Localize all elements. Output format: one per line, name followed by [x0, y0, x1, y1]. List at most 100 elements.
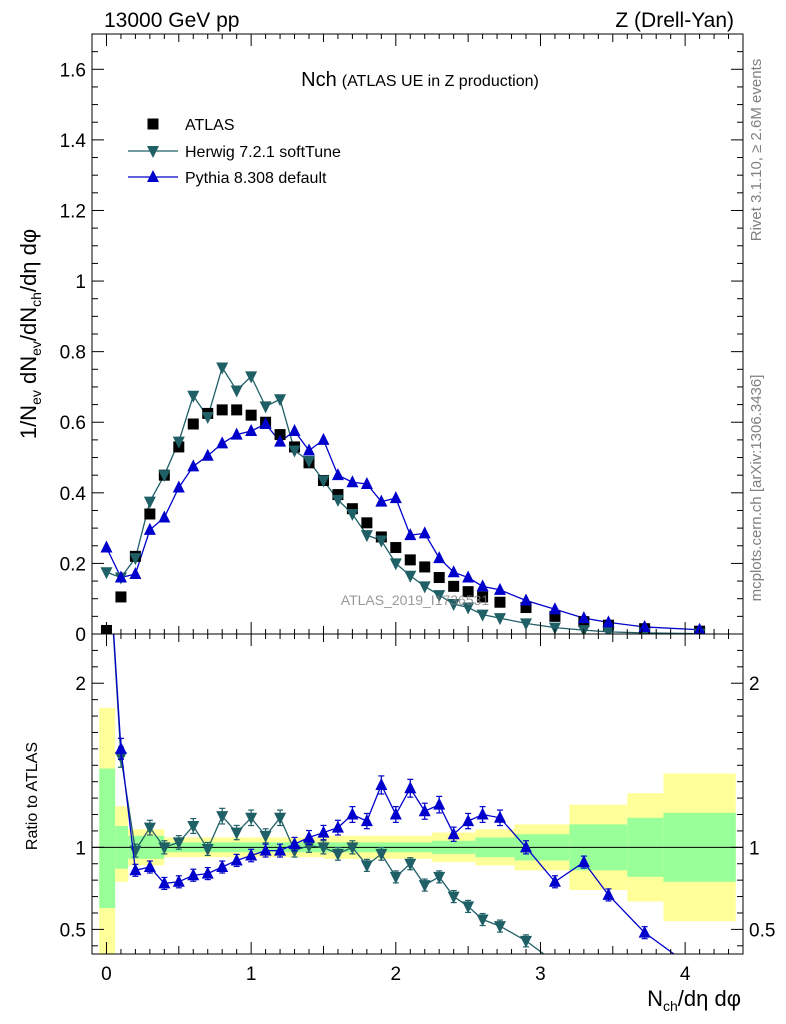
pythia-ratio-point: [602, 887, 615, 900]
pythia-point: [288, 424, 301, 437]
herwig-point: [303, 456, 315, 469]
plot-title-group: Nch (ATLAS UE in Z production): [301, 69, 539, 91]
pythia-ratio-point: [404, 781, 417, 794]
x-tick-label: 2: [391, 964, 402, 985]
pythia-point: [201, 448, 214, 461]
herwig-ratio-point: [404, 858, 417, 871]
header-left: 13000 GeV pp: [104, 9, 239, 32]
herwig-ratio-point: [216, 811, 229, 824]
pythia-point: [143, 522, 156, 535]
herwig-point: [389, 558, 402, 571]
x-tick-label: 0: [101, 964, 112, 985]
herwig-ratio-point: [493, 921, 506, 934]
pythia-ratio-point: [216, 860, 229, 873]
herwig-ratio-point: [172, 837, 185, 850]
atlas-point: [549, 610, 561, 622]
atlas-point: [274, 429, 286, 441]
herwig-point: [602, 626, 615, 634]
pythia-point: [259, 417, 272, 429]
pythia-ratio-point: [360, 814, 373, 827]
pythia-point: [476, 579, 489, 592]
pythia-ratio-point: [288, 837, 301, 850]
pythia-point: [172, 480, 185, 493]
pythia-ratio-point: [476, 807, 489, 820]
herwig-point: [187, 390, 200, 403]
herwig-ratio-point: [476, 914, 489, 927]
herwig-point: [548, 622, 561, 634]
legend-label-atlas: ATLAS: [185, 117, 235, 134]
pythia-ratio-point: [274, 843, 287, 856]
atlas-point: [433, 572, 445, 584]
plot-title: Nch: [301, 69, 337, 91]
analysis-watermark: ATLAS_2019_I1736531: [341, 592, 490, 608]
pythia-point: [317, 432, 330, 445]
herwig-point: [476, 609, 489, 622]
herwig-point: [462, 602, 475, 615]
pythia-point: [230, 427, 243, 440]
pythia-point: [602, 615, 615, 628]
pythia-ratio-point: [520, 840, 532, 853]
herwig-ratio-point: [158, 842, 171, 855]
herwig-ratio-point: [360, 860, 373, 873]
herwig-ratio-point: [303, 840, 315, 853]
pythia-point: [245, 424, 258, 437]
legend: ATLAS Herwig 7.2.1 softTune Pythia 8.308…: [128, 117, 341, 187]
herwig-ratio-point: [346, 842, 359, 855]
legend-label-herwig: Herwig 7.2.1 softTune: [185, 144, 341, 161]
atlas-point: [332, 489, 344, 501]
pythia-ratio-point: [129, 863, 142, 876]
pythia-point: [404, 528, 417, 541]
herwig-point: [129, 553, 142, 566]
pythia-point: [129, 567, 142, 579]
herwig-ratio-point: [418, 880, 431, 893]
x-axis-label: Nch/dη dφ: [647, 986, 741, 1014]
legend-marker-atlas: [147, 118, 159, 130]
pythia-ratio-point: [638, 925, 651, 938]
x-tick-label: 1: [246, 964, 257, 985]
main-y-tick-label: 1.2: [60, 201, 86, 222]
herwig-ratio-point: [259, 830, 272, 843]
pythia-ratio-point: [230, 853, 243, 866]
herwig-point: [433, 590, 446, 603]
pythia-ratio-point: [172, 874, 185, 887]
herwig-point: [216, 362, 229, 375]
pythia-ratio-point: [331, 820, 344, 833]
herwig-point: [274, 394, 287, 407]
herwig-point: [404, 570, 417, 583]
pythia-ratio-point: [548, 874, 561, 887]
ratio-y-tick-label: 2: [75, 674, 86, 695]
pythia-point: [303, 443, 315, 456]
header-right: Z (Drell-Yan): [615, 9, 734, 32]
legend-marker-pythia: [147, 170, 159, 182]
herwig-ratio-point: [143, 822, 156, 835]
herwig-point: [418, 581, 431, 594]
herwig-point: [245, 371, 258, 384]
atlas-point: [216, 404, 228, 416]
atlas-point: [115, 591, 127, 603]
herwig-line: [106, 365, 700, 634]
herwig-point: [259, 401, 272, 414]
herwig-ratio-point: [520, 935, 532, 948]
atlas-point: [231, 404, 243, 416]
pythia-point: [346, 475, 359, 488]
herwig-point: [100, 567, 113, 580]
pythia-ratio-point: [201, 866, 214, 879]
herwig-point: [230, 385, 243, 398]
pythia-ratio-point: [346, 807, 359, 820]
pythia-point: [389, 491, 402, 504]
herwig-ratio-point: [274, 812, 287, 825]
pythia-point: [216, 436, 229, 449]
pythia-point: [114, 570, 127, 583]
atlas-point: [520, 602, 532, 614]
pythia-ratio-point: [462, 814, 475, 827]
atlas-point: [361, 517, 373, 529]
main-y-tick-label: 1.6: [60, 60, 86, 81]
pythia-point: [187, 459, 200, 472]
ratio-y-tick-label: 0.5: [60, 920, 86, 941]
main-y-tick-label: 0.6: [60, 413, 86, 434]
pythia-point: [331, 468, 344, 481]
main-y-tick-label: 0: [75, 625, 86, 646]
rivet-label: Rivet 3.1.10, ≥ 2.6M events: [748, 59, 765, 242]
atlas-point: [346, 503, 358, 515]
pythia-ratio-point: [375, 777, 388, 790]
